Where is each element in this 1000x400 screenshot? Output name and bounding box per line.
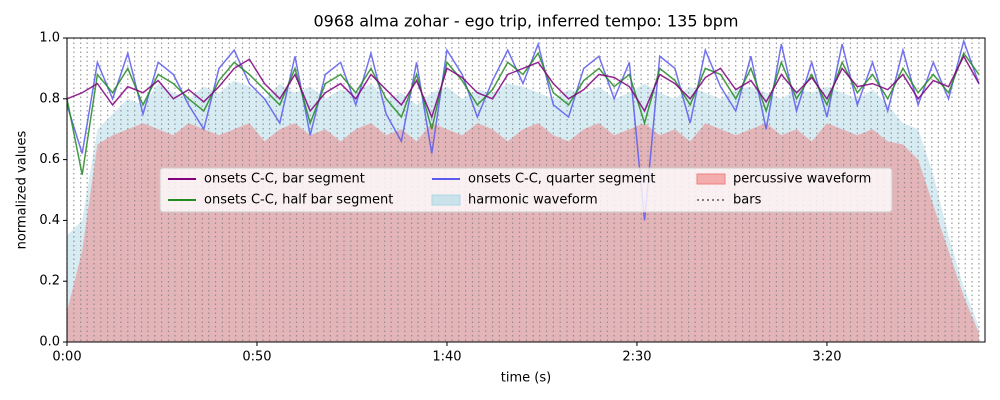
legend-label: onsets C-C, quarter segment — [468, 172, 655, 187]
chart-title: 0968 alma zohar - ego trip, inferred tem… — [313, 12, 738, 31]
onset-line — [66, 51, 980, 175]
y-tick-label: 0.2 — [39, 274, 60, 289]
legend-label: harmonic waveform — [468, 193, 598, 208]
x-axis-label: time (s) — [501, 371, 551, 386]
legend-swatch — [696, 173, 726, 185]
x-tick-label: 1:40 — [432, 350, 461, 365]
onset-line — [66, 38, 980, 221]
x-tick-label: 2:30 — [622, 350, 651, 365]
legend-label: bars — [733, 193, 762, 208]
axes-frame — [66, 37, 986, 343]
legend-label: percussive waveform — [733, 172, 871, 187]
legend-label: onsets C-C, bar segment — [204, 172, 365, 187]
y-tick-label: 0.0 — [39, 335, 60, 350]
legend: onsets C-C, bar segment onsets C-C, half … — [159, 167, 893, 213]
legend-label: onsets C-C, half bar segment — [204, 193, 393, 208]
x-tick-label: 0:50 — [242, 350, 271, 365]
y-axis-label: normalized values — [15, 130, 30, 249]
y-tick-label: 0.6 — [39, 152, 60, 167]
y-tick-label: 1.0 — [39, 31, 60, 46]
waveform-area — [67, 123, 979, 343]
y-tick-label: 0.8 — [39, 91, 60, 106]
x-tick-label: 0:00 — [52, 350, 81, 365]
x-tick-label: 3:20 — [812, 350, 841, 365]
legend-swatch — [431, 194, 461, 206]
y-tick-label: 0.4 — [39, 213, 60, 228]
onset-line — [66, 54, 980, 120]
